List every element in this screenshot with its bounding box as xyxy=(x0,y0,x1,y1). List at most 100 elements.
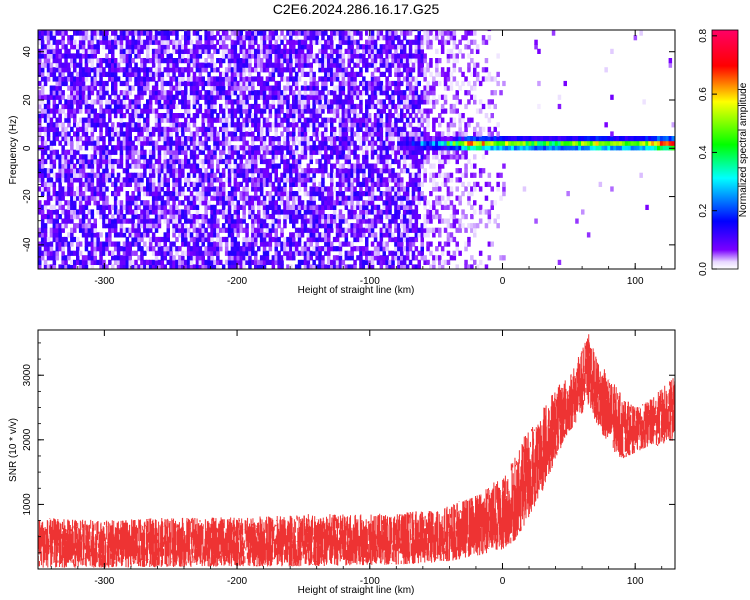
spectrogram-cell xyxy=(274,223,278,229)
spectrogram-cell xyxy=(184,44,188,50)
spectrogram-cell xyxy=(78,85,83,91)
spectrogram-cell xyxy=(350,232,354,238)
spectrogram-cell xyxy=(251,214,255,220)
spectrogram-cell xyxy=(353,113,357,119)
spectrogram-cell xyxy=(245,163,249,169)
spectrogram-cell xyxy=(338,71,343,77)
spectrogram-cell xyxy=(297,200,302,206)
spectrogram-cell xyxy=(312,122,316,128)
spectrogram-cell xyxy=(207,191,211,197)
spectrogram-cell xyxy=(338,163,343,169)
spectrogram-cell xyxy=(73,195,77,201)
spectrogram-cell xyxy=(70,200,74,206)
spectrogram-cell xyxy=(359,223,363,229)
spectrogram-cell xyxy=(248,126,252,132)
spectrogram-cell xyxy=(330,62,334,68)
spectrogram-cell xyxy=(195,30,200,36)
spectrogram-cell xyxy=(163,158,167,165)
spectrogram-cell xyxy=(315,250,319,256)
spectrogram-cell xyxy=(38,168,42,174)
spectrogram-cell xyxy=(189,255,194,261)
spectrogram-cell xyxy=(289,149,293,155)
spectrogram-cell xyxy=(362,264,366,269)
spectrogram-cell xyxy=(370,250,375,256)
spectrogram-cell xyxy=(280,94,284,100)
spectrogram-cell xyxy=(178,80,182,87)
spectrogram-cell xyxy=(84,246,89,252)
spectrogram-cell xyxy=(332,113,337,119)
spectrogram-cell xyxy=(262,122,267,128)
spectrogram-cell xyxy=(90,255,95,261)
spectrogram-cell xyxy=(186,246,191,252)
spectrogram-cell xyxy=(294,214,299,220)
spectrogram-cell xyxy=(49,108,54,114)
spectrogram-cell xyxy=(303,223,308,229)
spectrogram-cell xyxy=(388,94,392,100)
spectrogram-cell xyxy=(84,117,89,123)
spectrogram-cell xyxy=(332,145,337,151)
spectrogram-cell xyxy=(292,117,296,123)
spectrogram-cell xyxy=(128,85,132,91)
spectrogram-cell xyxy=(239,99,243,105)
spectrogram-cell xyxy=(344,99,349,105)
spectrogram-cell xyxy=(137,53,141,59)
spectrogram-cell xyxy=(362,214,366,220)
spectrogram-cell xyxy=(370,168,375,174)
spectrogram-cell xyxy=(46,117,51,123)
spectrogram-cell xyxy=(338,177,343,183)
spectrogram-cell xyxy=(160,80,165,87)
spectrogram-cell xyxy=(119,145,124,151)
spectrogram-cell xyxy=(353,131,357,137)
spectrogram-cell xyxy=(46,177,51,183)
spectrogram-cell xyxy=(81,264,86,269)
spectrogram-cell xyxy=(239,259,243,265)
spectrogram-cell xyxy=(259,241,264,247)
spectrogram-cell xyxy=(315,236,319,243)
spectrogram-cell xyxy=(397,35,401,41)
spectrogram-cell xyxy=(70,103,74,110)
spectrogram-cell xyxy=(78,200,83,206)
spectrogram-cell xyxy=(318,236,322,243)
spectrogram-cell xyxy=(186,250,191,256)
spectrogram-cell xyxy=(224,126,229,132)
spectrogram-cell xyxy=(335,172,340,178)
spectrogram-cell xyxy=(303,62,308,68)
spectrogram-cell xyxy=(52,76,57,82)
spectrogram-cell xyxy=(385,223,389,229)
spectrogram-cell xyxy=(181,163,185,169)
spectrogram-cell xyxy=(157,177,162,183)
spectrogram-cell xyxy=(172,168,176,174)
spectrogram-cell xyxy=(70,191,74,197)
spectrogram-cell xyxy=(73,214,77,220)
spectrogram-cell xyxy=(350,85,354,91)
spectrogram-cell xyxy=(119,181,124,187)
spectrogram-cell xyxy=(335,108,340,114)
spectrogram-cell xyxy=(373,218,378,224)
spectrogram-cell xyxy=(49,48,54,54)
spectrogram-cell xyxy=(245,250,249,256)
spectrogram-cell xyxy=(315,30,319,36)
spectrogram-cell xyxy=(102,241,106,247)
spectrogram-cell xyxy=(379,30,384,32)
spectrogram-cell xyxy=(198,172,203,178)
spectrogram-cell xyxy=(181,44,185,50)
spectrogram-cell xyxy=(146,214,150,220)
spectrogram-cell xyxy=(265,58,270,64)
spectrogram-cell xyxy=(400,154,404,160)
spectrogram-cell xyxy=(365,163,369,169)
spectrogram-cell xyxy=(254,145,258,151)
spectrogram-cell xyxy=(367,168,372,174)
spectrogram-cell xyxy=(318,113,322,119)
spectrogram-cell xyxy=(125,145,130,151)
spectrogram-cell xyxy=(327,30,331,32)
spectrogram-cell xyxy=(265,122,270,128)
spectrogram-cell xyxy=(204,44,208,50)
spectrogram-cell xyxy=(350,255,354,261)
spectrogram-cell xyxy=(227,85,232,91)
spectrogram-cell xyxy=(309,117,313,123)
spectrogram-cell xyxy=(245,122,249,128)
spectrogram-cell xyxy=(189,140,194,146)
spectrogram-cell xyxy=(347,39,351,45)
spectrogram-cell xyxy=(46,191,51,197)
spectrogram-cell xyxy=(359,58,363,64)
